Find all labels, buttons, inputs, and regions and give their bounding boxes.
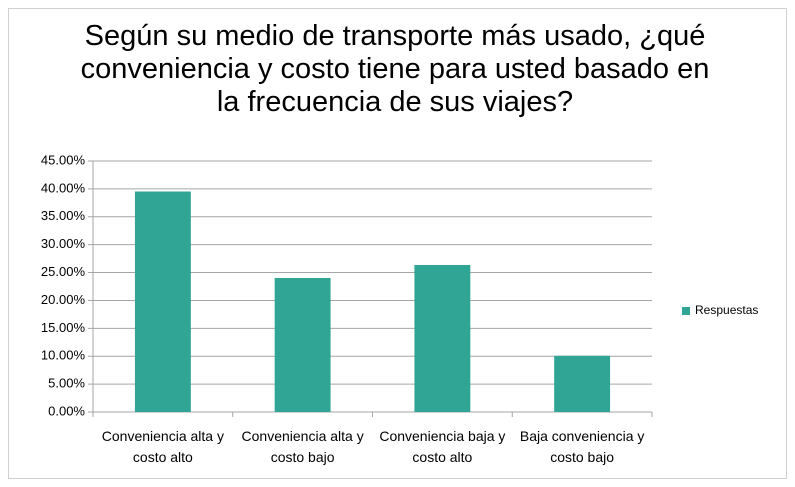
- x-tick-label: Conveniencia alta y costo alto: [101, 428, 224, 465]
- chart-title: Según su medio de transporte más usado, …: [80, 20, 710, 118]
- y-tick-label: 20.00%: [41, 292, 86, 307]
- y-tick-label: 10.00%: [41, 348, 86, 363]
- y-tick-label: 5.00%: [48, 376, 85, 391]
- y-tick-label: 35.00%: [41, 208, 86, 223]
- bar: [274, 277, 331, 412]
- x-tick-label: Baja conveniencia y costo bajo: [519, 428, 645, 465]
- chart-frame: [8, 8, 787, 479]
- y-tick-label: 30.00%: [41, 236, 86, 251]
- bar: [134, 191, 191, 412]
- y-tick-label: 15.00%: [41, 320, 86, 335]
- x-tick-label: Conveniencia alta y costo bajo: [241, 428, 364, 465]
- y-tick-label: 25.00%: [41, 264, 86, 279]
- x-tick-label: Conveniencia baja y costo alto: [379, 428, 506, 465]
- bar: [414, 264, 471, 412]
- y-tick-label: 0.00%: [48, 403, 85, 418]
- y-tick-label: 40.00%: [41, 180, 86, 195]
- y-tick-label: 45.00%: [41, 152, 86, 167]
- legend-swatch: [682, 307, 690, 315]
- bar: [554, 355, 611, 412]
- legend-label: Respuestas: [695, 303, 758, 317]
